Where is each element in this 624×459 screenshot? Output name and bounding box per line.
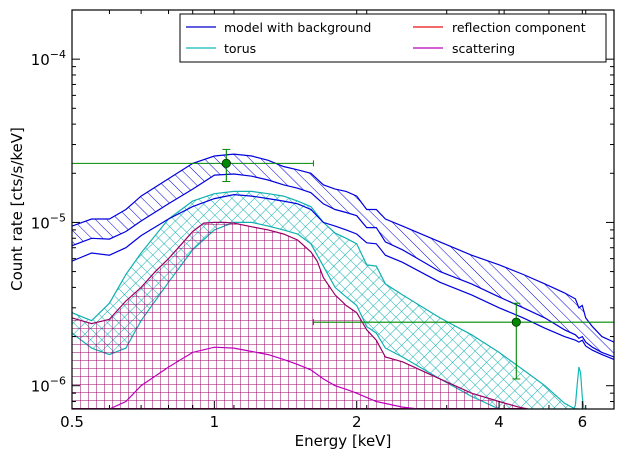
torus-line (573, 366, 588, 409)
y-tick-base: 10 (31, 214, 50, 232)
plot-area (72, 148, 614, 409)
data-point-2 (312, 302, 614, 380)
y-tick-exponent: −4 (50, 48, 66, 61)
x-tick-label: 6 (578, 413, 588, 431)
axes-frame (71, 9, 615, 410)
y-tick-base: 10 (31, 51, 50, 69)
y-tick-exponent: −6 (50, 375, 66, 388)
y-tick-label: 10−6 (31, 375, 66, 396)
torus-band-fill (72, 191, 579, 409)
x-axis-title: Energy [keV] (295, 432, 392, 450)
model-with-background-line (72, 193, 614, 360)
legend: model with background reflection compone… (179, 13, 607, 63)
x-tick-label: 1 (210, 413, 220, 431)
x-tick-label: 0.5 (60, 413, 84, 431)
x-tick-label: 2 (352, 413, 362, 431)
legend-box (179, 13, 607, 63)
data-point-marker (221, 158, 231, 168)
y-tick-label: 10−5 (31, 211, 66, 232)
x-tick-label: 4 (494, 413, 504, 431)
scattering-band-fill (72, 222, 528, 409)
model-with-background-band-lower (72, 173, 614, 358)
torus-band-upper (72, 190, 579, 409)
plot-frame (71, 9, 615, 410)
model-with-background-band-fill (72, 154, 614, 357)
model-with-background-band-upper (72, 153, 614, 343)
scattering-band-upper (72, 221, 528, 409)
legend-label-scattering: scattering (452, 41, 515, 56)
y-axis-title: Count rate [cts/s/keV] (8, 127, 26, 291)
y-tick-base: 10 (31, 378, 50, 396)
legend-label-reflection: reflection component (452, 20, 586, 35)
legend-label-torus: torus (224, 41, 256, 56)
y-tick-label: 10−4 (31, 48, 66, 69)
y-tick-exponent: −5 (50, 211, 66, 224)
data-point-marker (511, 317, 521, 327)
scattering-line (109, 346, 419, 409)
data-point-1 (72, 148, 314, 183)
legend-label-model: model with background (224, 20, 371, 35)
